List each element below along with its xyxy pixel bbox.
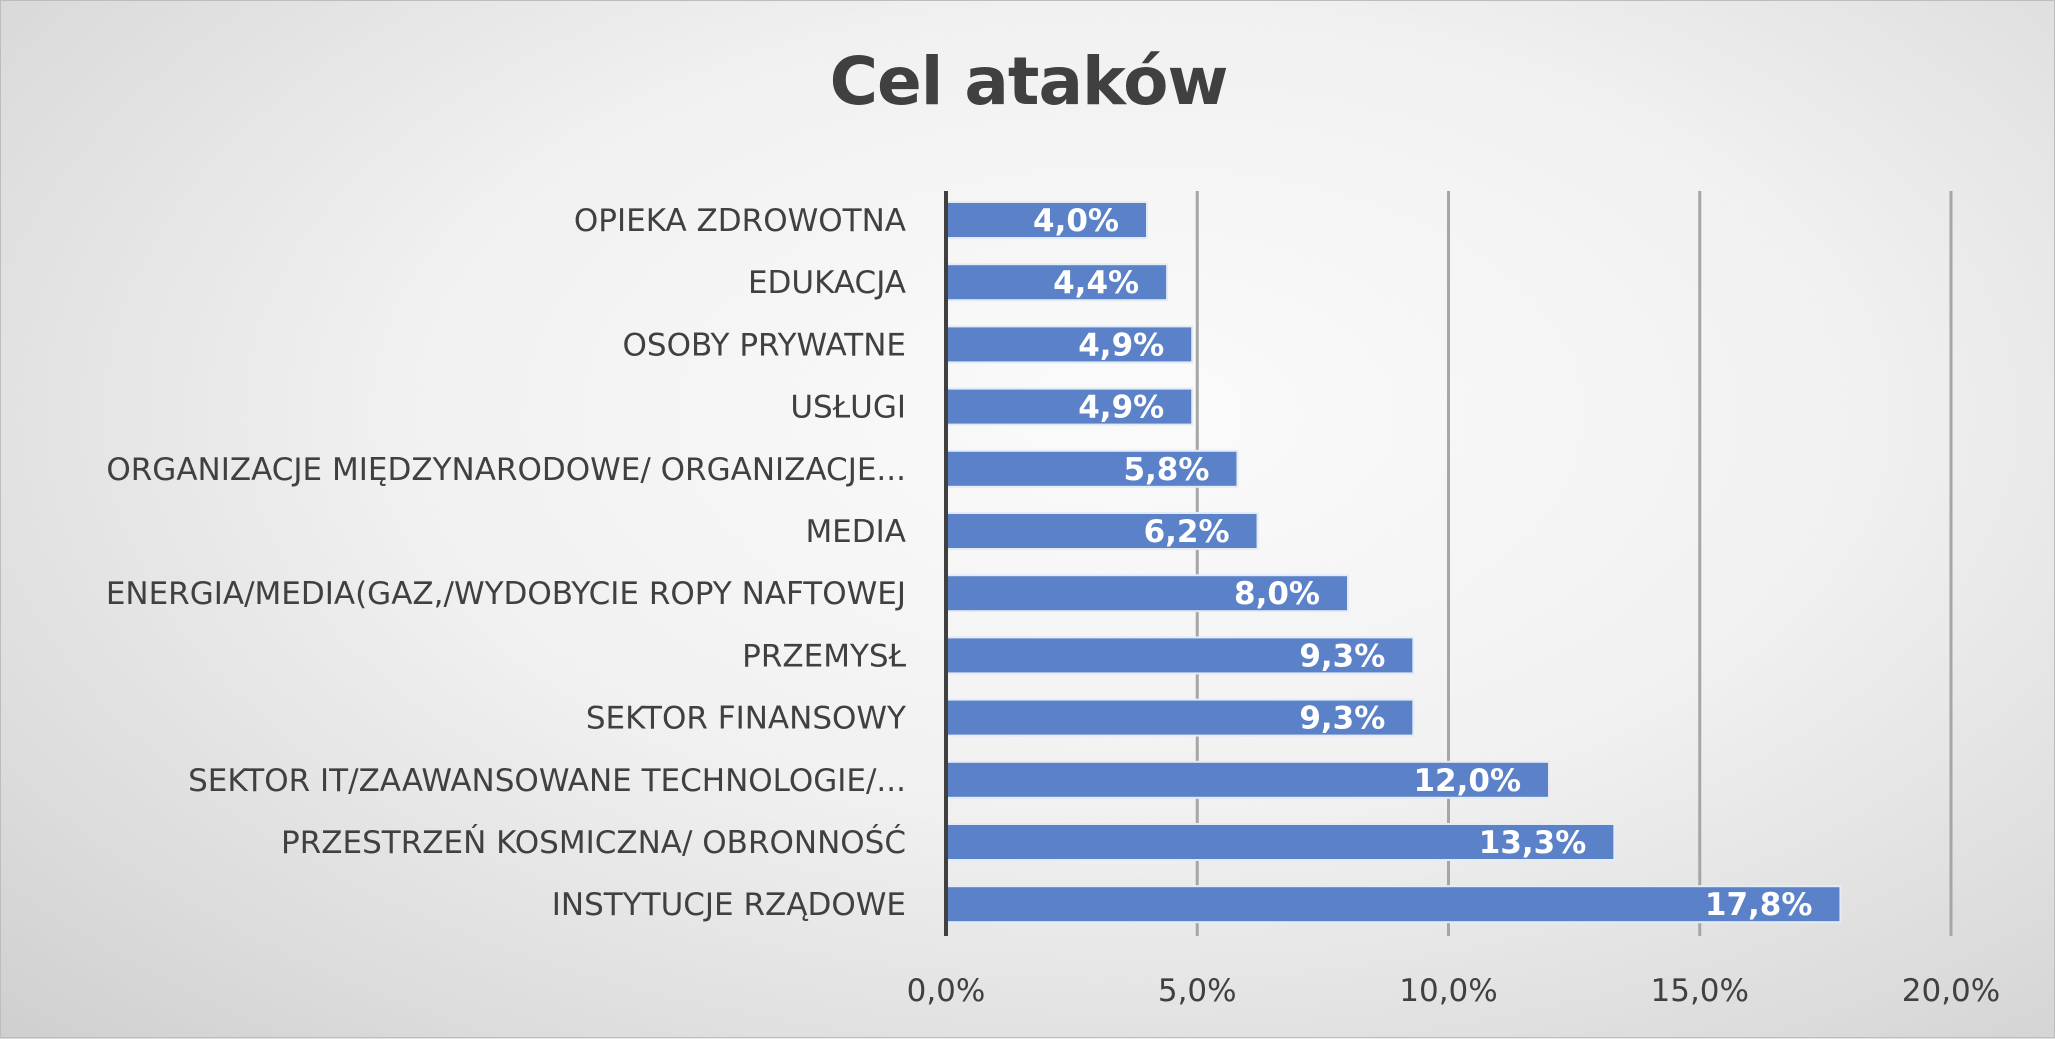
- x-tick-label: 5,0%: [1158, 973, 1237, 1009]
- bar: [945, 325, 1194, 364]
- category-label: PRZEMYSŁ: [742, 638, 906, 674]
- category-label: SEKTOR FINANSOWY: [586, 701, 906, 737]
- category-label: SEKTOR IT/ZAAWANSOWANE TECHNOLOGIE/...: [188, 763, 906, 799]
- data-label: 4,0%: [1033, 203, 1119, 239]
- category-label: OSOBY PRYWATNE: [623, 327, 907, 363]
- data-label: 4,9%: [1078, 327, 1164, 363]
- category-label: MEDIA: [805, 514, 906, 550]
- data-label: 4,9%: [1078, 390, 1164, 426]
- data-label: 12,0%: [1413, 763, 1521, 799]
- data-label: 9,3%: [1299, 701, 1385, 737]
- x-tick-label: 20,0%: [1902, 973, 2000, 1009]
- chart-title: Cel ataków: [829, 43, 1229, 120]
- data-label: 6,2%: [1144, 514, 1230, 550]
- bar: [945, 449, 1239, 488]
- data-label: 8,0%: [1234, 576, 1320, 612]
- data-label: 17,8%: [1705, 887, 1813, 923]
- x-tick-label: 10,0%: [1399, 973, 1497, 1009]
- data-label: 13,3%: [1479, 825, 1587, 861]
- category-label: USŁUGI: [790, 390, 906, 426]
- labels: 0,0% 5,0% 10,0% 15,0% 20,0% OPIEKA ZDROWOTNA 4…: [106, 203, 2000, 1009]
- data-label: 9,3%: [1299, 638, 1385, 674]
- category-label: OPIEKA ZDROWOTNA: [574, 203, 906, 239]
- x-tick-label: 0,0%: [907, 973, 986, 1009]
- bar: [945, 885, 1842, 924]
- data-label: 4,4%: [1053, 265, 1139, 301]
- category-label: PRZESTRZEŃ KOSMICZNA/ OBRONNOŚĆ: [281, 824, 906, 861]
- category-label: ENERGIA/MEDIA(GAZ,/WYDOBYCIE ROPY NAFTOW…: [106, 576, 906, 612]
- gridlines: [1195, 191, 1953, 936]
- category-label: ORGANIZACJE MIĘDZYNARODOWE/ ORGANIZACJE.…: [106, 452, 906, 488]
- bar: [945, 574, 1349, 613]
- category-label: EDUKACJA: [748, 265, 906, 301]
- bar: [945, 636, 1415, 675]
- bar: [945, 760, 1550, 799]
- bar: [945, 263, 1169, 302]
- bar: [945, 512, 1259, 550]
- bars: [945, 201, 1842, 924]
- x-tick-label: 15,0%: [1651, 973, 1749, 1009]
- category-label: INSTYTUCJE RZĄDOWE: [552, 887, 906, 923]
- data-label: 5,8%: [1123, 452, 1209, 488]
- bar: [945, 823, 1616, 861]
